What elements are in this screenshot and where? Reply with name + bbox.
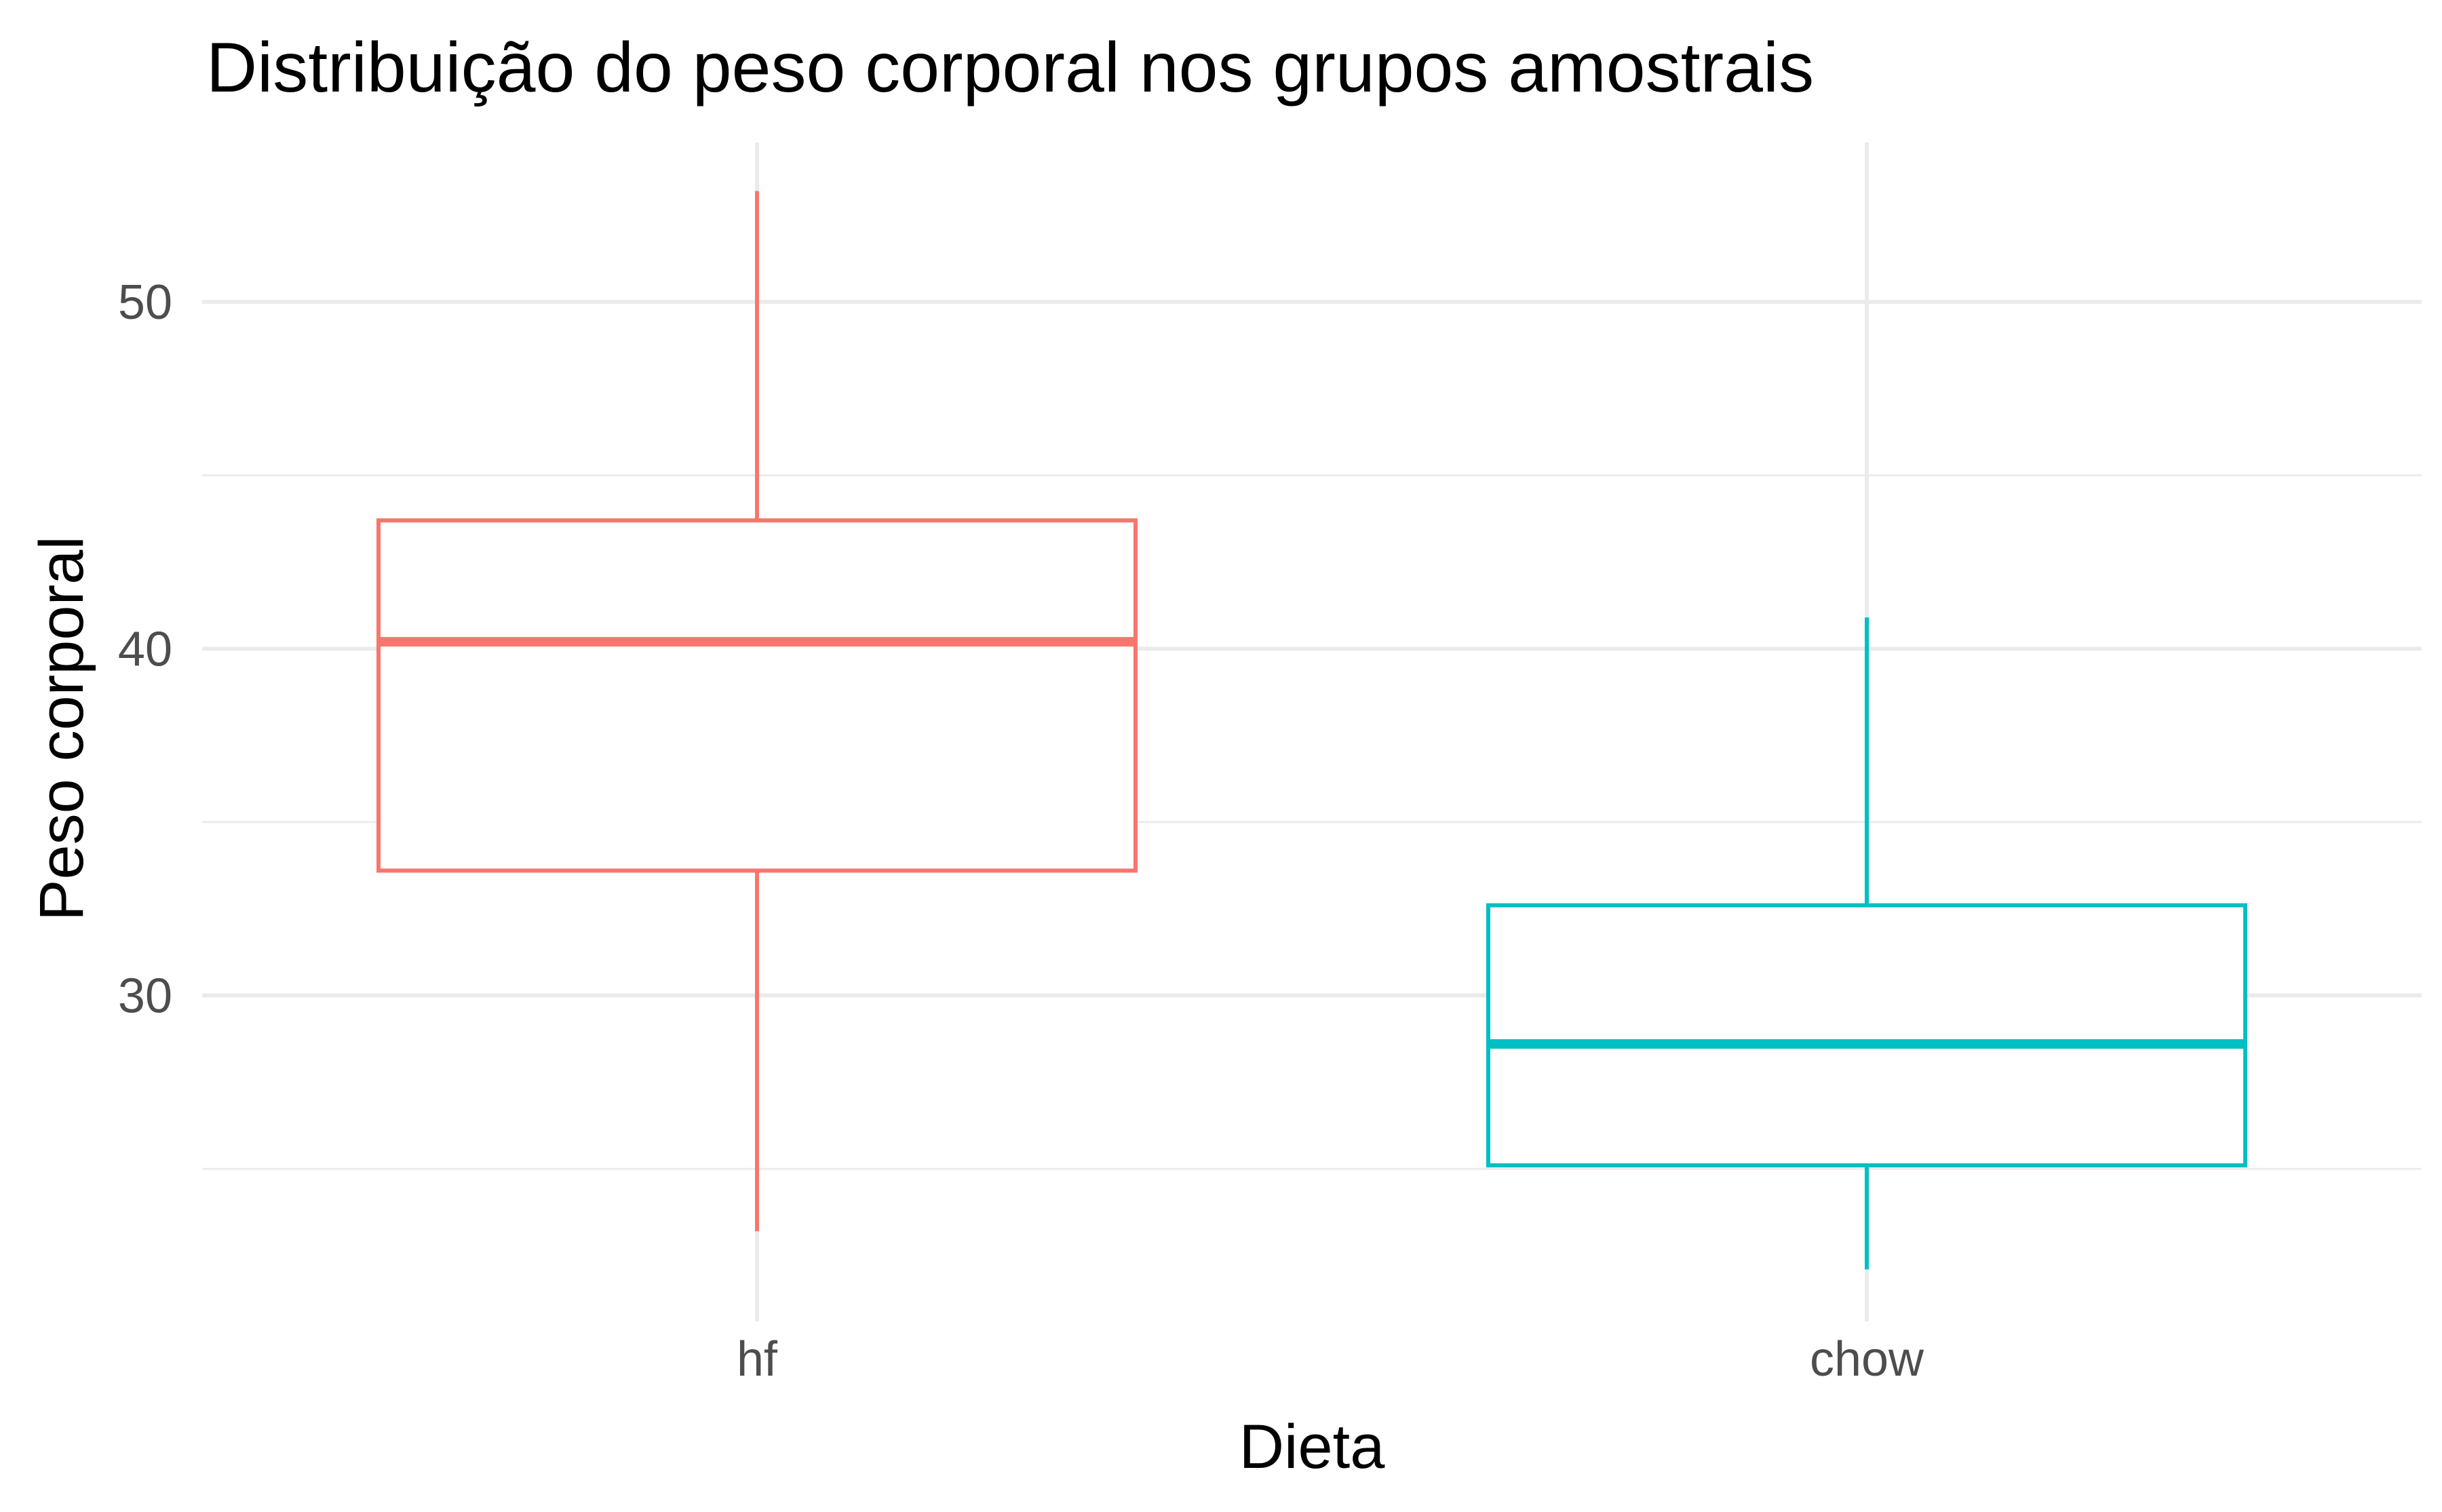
x-axis-title: Dieta <box>1239 1412 1386 1481</box>
chart-title: Distribuição do peso corporal nos grupos… <box>206 28 1814 107</box>
boxplot-chow <box>1486 617 2247 1270</box>
boxplot-hf <box>376 191 1138 1232</box>
y-tick-label: 40 <box>118 622 172 676</box>
y-tick-label: 30 <box>118 969 172 1023</box>
y-tick-label: 50 <box>118 275 172 330</box>
box-series <box>376 191 2247 1270</box>
x-tick-label: hf <box>737 1332 778 1387</box>
y-axis-title: Peso corporal <box>27 536 96 921</box>
x-tick-label: chow <box>1810 1332 1924 1387</box>
box-iqr <box>376 518 1138 873</box>
x-axis-ticks: hf chow <box>737 1332 1924 1387</box>
box-iqr <box>1486 903 2247 1167</box>
y-axis-ticks: 30 40 50 <box>118 275 172 1023</box>
